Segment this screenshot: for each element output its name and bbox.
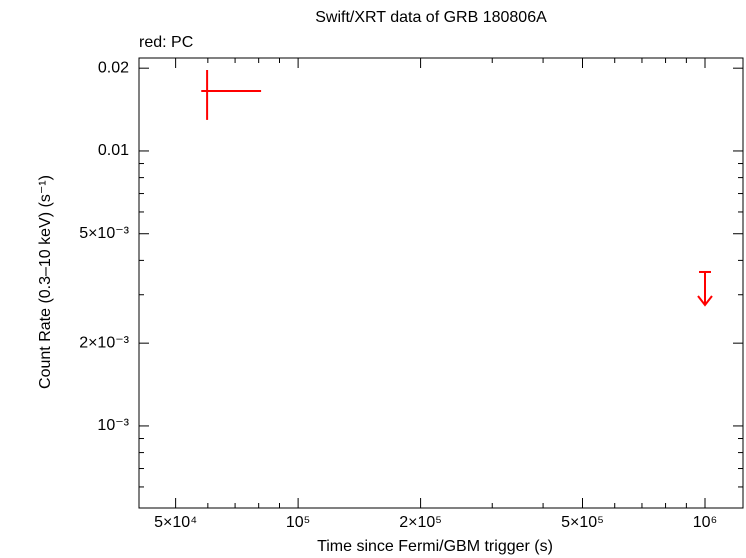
chart-title: Swift/XRT data of GRB 180806A (315, 9, 547, 26)
x-tick-label: 5×10⁴ (154, 514, 197, 531)
y-tick-label: 10⁻³ (97, 417, 129, 434)
x-tick-label: 5×10⁵ (561, 514, 604, 531)
y-tick-label: 0.01 (98, 142, 129, 159)
plot-frame (138, 57, 744, 509)
x-tick-label: 10⁵ (286, 514, 310, 531)
y-tick-label: 5×10⁻³ (79, 225, 129, 242)
y-axis-label: Count Rate (0.3–10 keV) (s⁻¹) (37, 175, 54, 389)
y-tick-label: 0.02 (98, 59, 129, 76)
y-tick-label: 2×10⁻³ (79, 334, 129, 351)
x-tick-label: 10⁶ (693, 514, 717, 531)
x-axis-label: Time since Fermi/GBM trigger (s) (317, 538, 553, 555)
upper-limit (697, 270, 713, 307)
subtitle: red: PC (139, 34, 193, 51)
x-tick-label: 2×10⁵ (399, 514, 442, 531)
